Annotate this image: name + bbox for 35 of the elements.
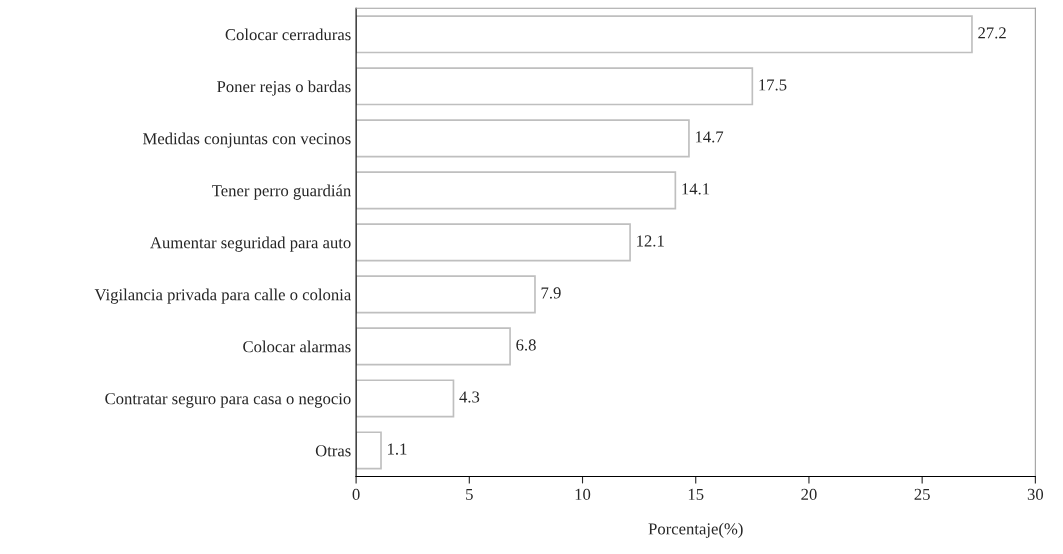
y-tick-label: Colocar alarmas [243,340,351,353]
y-tick-label: Contratar seguro para casa o negocio [105,393,351,408]
bar [356,119,690,158]
data-label: 4.3 [459,391,480,403]
data-label: 12.1 [637,235,664,247]
data-label: 1.1 [388,443,407,455]
x-tick-label: 10 [575,488,591,500]
data-label: 14.7 [695,131,724,143]
bar [356,223,631,262]
x-tick-label: 0 [352,488,360,500]
y-tick-label: Otras [315,445,351,457]
data-label: 17.5 [759,79,787,91]
y-tick-label: Tener perro guardián [212,184,351,200]
x-tick-label: 20 [801,488,817,500]
y-tick-label: Vigilancia privada para calle o colonia [94,288,352,304]
data-label: 6.8 [516,339,536,351]
x-tick-label: 5 [466,488,473,500]
x-tick-label: 15 [688,488,704,500]
bar [356,67,754,106]
y-tick-label: Medidas conjuntas con vecinos [142,132,351,148]
bar [356,327,511,366]
bar [356,431,382,470]
data-label: 27.2 [978,27,1006,39]
bar [356,275,536,314]
y-tick-label: Poner rejas o bardas [217,80,351,96]
y-tick-label: Aumentar seguridad para auto [150,236,351,252]
data-label: 7.9 [541,287,561,299]
bar [356,379,455,418]
x-tick-label: 30 [1027,488,1044,500]
x-tick-label: 25 [914,488,930,500]
bar [356,171,677,210]
x-axis-title: Porcentaje(%) [648,522,743,538]
y-tick-label: Colocar cerraduras [225,28,351,41]
bar [356,15,973,54]
data-label: 14.1 [682,183,710,195]
